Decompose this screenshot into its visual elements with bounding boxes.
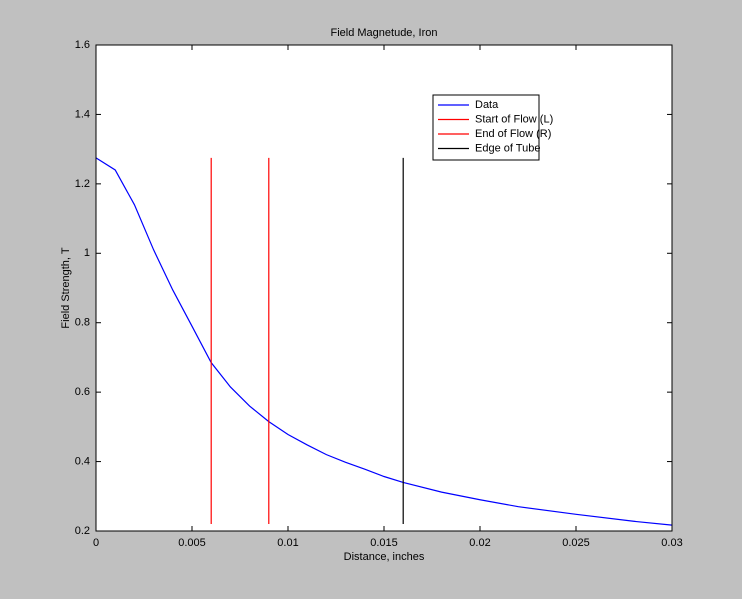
chart-title: Field Magnetude, Iron <box>330 27 437 39</box>
x-tick-label: 0 <box>93 537 99 549</box>
legend-label: Edge of Tube <box>475 142 540 154</box>
x-axis-label: Distance, inches <box>344 551 425 563</box>
y-tick-label: 0.4 <box>75 455 90 467</box>
x-tick-label: 0.005 <box>178 537 206 549</box>
y-tick-label: 1.2 <box>75 178 90 190</box>
legend-label: Start of Flow (L) <box>475 113 553 125</box>
legend-label: Data <box>475 99 499 111</box>
y-tick-label: 0.6 <box>75 386 90 398</box>
axes-box <box>95 44 673 532</box>
legend: Data Start of Flow (L) End of Flow (R) Edge… <box>432 94 553 161</box>
legend-box <box>432 94 540 161</box>
x-tick-label: 0.03 <box>661 537 682 549</box>
plot-area <box>96 45 672 531</box>
y-tick-label: 0.8 <box>75 317 90 329</box>
series-line <box>95 157 673 526</box>
x-tick-label: 0.025 <box>562 537 590 549</box>
y-tick-label: 1 <box>84 247 90 259</box>
y-tick-label: 1.4 <box>75 108 90 120</box>
legend-label: End of Flow (R) <box>475 128 551 140</box>
y-tick-label: 1.6 <box>75 39 90 51</box>
x-tick-label: 0.02 <box>469 537 490 549</box>
y-axis-label: Field Strength, T <box>60 247 72 328</box>
x-tick-label: 0.01 <box>277 537 298 549</box>
x-tick-label: 0.015 <box>370 537 398 549</box>
y-tick-label: 0.2 <box>75 525 90 537</box>
